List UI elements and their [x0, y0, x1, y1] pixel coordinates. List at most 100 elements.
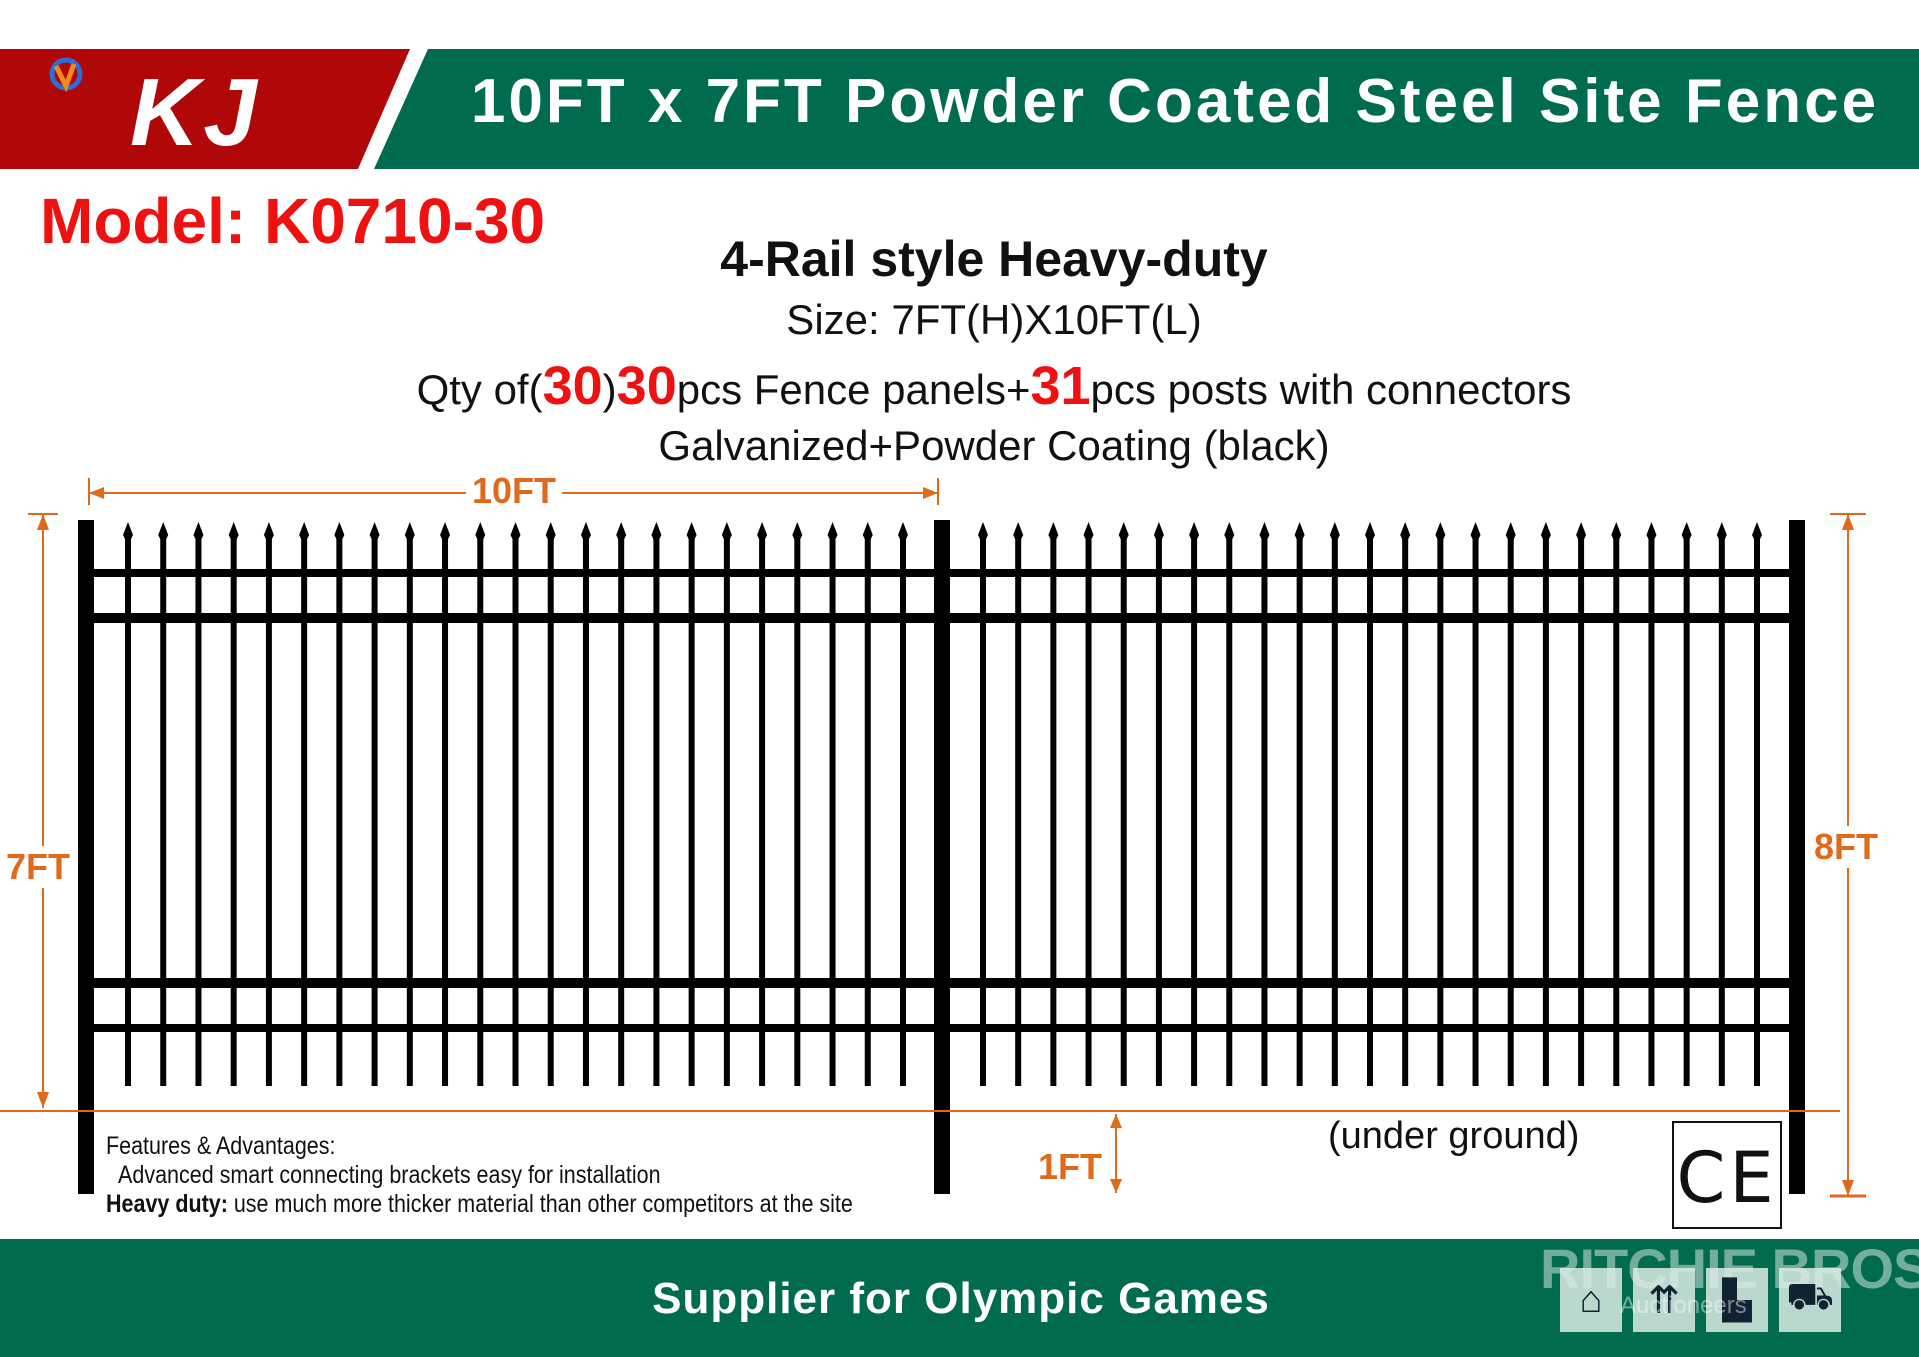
fence-picket [1754, 532, 1760, 1086]
arrow-down-icon [37, 1092, 49, 1108]
fence-picket [794, 532, 801, 1086]
picket-spear [1048, 522, 1059, 545]
picket-spear [1365, 522, 1375, 545]
fence-picket [1191, 532, 1198, 1086]
fence-picket [1050, 532, 1057, 1086]
picket-spear [1505, 522, 1516, 545]
style-heading: 4-Rail style Heavy-duty [720, 231, 1268, 287]
picket-spear [580, 522, 591, 545]
fence-picket [1331, 532, 1338, 1086]
fence-picket [406, 532, 413, 1086]
fence-post [934, 520, 950, 1194]
fence-picket [900, 532, 906, 1086]
footer-tagline: Supplier for Olympic Games [652, 1274, 1270, 1323]
fence-picket [1472, 532, 1479, 1086]
length-label: 10FT [466, 470, 563, 512]
picket-spear [898, 522, 908, 545]
feature-line-2-label: Heavy duty: [106, 1190, 228, 1218]
picket-spear [1716, 522, 1727, 545]
finish-text: Galvanized+Powder Coating (black) [658, 422, 1330, 469]
picket-spear [1118, 522, 1129, 545]
picket-spear [616, 522, 627, 545]
picket-spear [1153, 522, 1164, 545]
shipping-icons: ⌂ ⇈ ▙ ⛟ [1560, 1268, 1841, 1332]
fence-picket [477, 532, 484, 1086]
heavy-lift-icon: ▙ [1706, 1268, 1768, 1332]
picket-spear [1294, 522, 1305, 545]
fence-picket [829, 532, 836, 1086]
this-way-up-icon: ⇈ [1633, 1268, 1695, 1332]
fence-picket [864, 532, 871, 1086]
ce-mark-icon: CE [1672, 1121, 1782, 1229]
picket-spear [1470, 522, 1481, 545]
picket-spear [721, 522, 732, 545]
dimension-lines [0, 478, 1866, 1198]
quantity-text: Qty of(30)30pcs Fence panels+31pcs posts… [417, 355, 1572, 417]
picket-spear [158, 522, 169, 545]
fence-picket [1507, 532, 1514, 1086]
fence-picket [759, 532, 766, 1086]
picket-spear [1329, 522, 1340, 545]
picket-spear [1681, 522, 1692, 545]
feature-line-2-text: use much more thicker material than othe… [227, 1190, 853, 1218]
brand-logo-icon [49, 57, 83, 93]
picket-spear [757, 522, 768, 545]
picket-spear [510, 522, 521, 545]
fence-picket [1296, 532, 1303, 1086]
picket-spear [334, 522, 345, 545]
post-height-label: 8FT [1812, 826, 1881, 868]
fence-picket [1120, 532, 1127, 1086]
fence-picket [547, 532, 554, 1086]
arrow-down-icon [1110, 1179, 1122, 1193]
fence-picket [1367, 532, 1373, 1086]
arrow-left-icon [89, 487, 104, 499]
picket-spear [792, 522, 803, 545]
features-block: Features & Advantages: Advanced smart co… [106, 1132, 853, 1219]
picket-spear [686, 522, 697, 545]
arrow-down-icon [1842, 1180, 1854, 1196]
arrow-up-icon [1110, 1114, 1122, 1128]
model-number: Model: K0710-30 [40, 185, 546, 257]
fence-post [78, 520, 94, 1194]
fence-picket [582, 532, 589, 1086]
picket-spear [440, 522, 451, 545]
fence-picket [688, 532, 695, 1086]
fence-picket [653, 532, 660, 1086]
fence-picket [195, 532, 202, 1086]
qty-mid: ) [602, 366, 617, 413]
picket-spear [299, 522, 310, 545]
fence-picket [160, 532, 167, 1086]
underground-label: (under ground) [1328, 1115, 1580, 1157]
fence-picket [1718, 532, 1725, 1086]
fence-picket [512, 532, 519, 1086]
feature-line-2: Heavy duty: use much more thicker materi… [106, 1190, 853, 1219]
page-title: 10FT x 7FT Powder Coated Steel Site Fenc… [470, 67, 1880, 136]
fence-picket [1437, 532, 1444, 1086]
fence-picket [723, 532, 730, 1086]
picket-spear [1576, 522, 1587, 545]
size-text: Size: 7FT(H)X10FT(L) [786, 296, 1202, 343]
picket-spear [404, 522, 415, 545]
qty-prefix: Qty of( [416, 366, 543, 413]
picket-spear [1611, 522, 1622, 545]
fence-post [1789, 520, 1805, 1194]
picket-spear [978, 522, 988, 545]
qty-posts-label: pcs posts with connectors [1090, 366, 1572, 413]
picket-spear [1540, 522, 1551, 545]
underground-depth-label: 1FT [1032, 1146, 1109, 1188]
fence-picket [301, 532, 308, 1086]
fence-picket [618, 532, 625, 1086]
picket-spear [263, 522, 274, 545]
picket-spear [545, 522, 556, 545]
fence-picket [442, 532, 449, 1086]
fence-picket [265, 532, 272, 1086]
fence-picket [1402, 532, 1409, 1086]
qty-posts-count: 31 [1030, 356, 1091, 416]
picket-spear [1259, 522, 1270, 545]
fence-picket [1261, 532, 1268, 1086]
fence-picket [1085, 532, 1092, 1086]
fence-picket [1648, 532, 1655, 1086]
picket-spear [1224, 522, 1235, 545]
forklift-icon: ⛟ [1779, 1268, 1841, 1332]
picket-spear [228, 522, 239, 545]
